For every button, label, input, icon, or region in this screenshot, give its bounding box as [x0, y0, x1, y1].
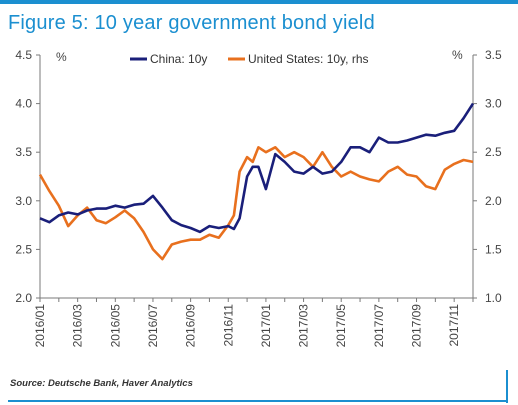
- left-tick-label: 3.5: [15, 145, 32, 159]
- x-tick-label: 2016/11: [221, 304, 235, 347]
- left-tick-label: 4.0: [15, 97, 32, 111]
- corner-rule-horizontal: [8, 400, 508, 402]
- corner-rule-vertical: [506, 370, 508, 403]
- legend-label-us: United States: 10y, rhs: [248, 52, 369, 66]
- legend: China: 10y United States: 10y, rhs: [130, 52, 369, 66]
- axes: 2.0 2.5 3.0 3.5 4.0 4.5 1.0 1.5 2.0 2.5 3.0 3.5% % 20…: [15, 48, 502, 347]
- right-tick-label: 2.0: [485, 194, 502, 208]
- x-tick-label: 2017/07: [372, 304, 386, 348]
- x-tick-label: 2016/03: [71, 304, 85, 348]
- legend-label-china: China: 10y: [150, 52, 207, 66]
- bond-yield-chart: 2.0 2.5 3.0 3.5 4.0 4.5 1.0 1.5 2.0 2.5 3.0 3.5% % 20…: [15, 48, 502, 347]
- left-axis-unit: %: [56, 50, 67, 64]
- x-tick-label: 2017/03: [297, 304, 311, 348]
- right-axis-unit: %: [452, 48, 463, 62]
- right-tick-label: 1.0: [485, 291, 502, 305]
- x-tick-label: 2016/07: [146, 304, 160, 348]
- series-layer: [38, 102, 475, 261]
- x-tick-label: 2017/05: [334, 304, 348, 348]
- title-bar: Figure 5: 10 year government bond yield: [0, 0, 518, 40]
- right-tick-label: 2.5: [485, 145, 502, 159]
- x-tick-label: 2016/09: [184, 304, 198, 348]
- right-tick-label: 1.5: [485, 242, 502, 256]
- source-note: Source: Deutsche Bank, Haver Analytics: [10, 378, 193, 389]
- x-tick-label: 2017/09: [410, 304, 424, 348]
- left-tick-label: 2.0: [15, 291, 32, 305]
- x-tick-label: 2017/11: [447, 304, 461, 347]
- us-10y-line: [38, 146, 474, 261]
- left-tick-label: 3.0: [15, 194, 32, 208]
- left-tick-label: 2.5: [15, 242, 32, 256]
- x-tick-label: 2016/05: [108, 304, 122, 348]
- left-tick-label: 4.5: [15, 48, 32, 62]
- china-10y-line: [39, 102, 475, 234]
- right-tick-label: 3.5: [485, 48, 502, 62]
- x-tick-label: 2016/01: [33, 304, 47, 348]
- figure-title: Figure 5: 10 year government bond yield: [8, 12, 375, 34]
- x-tick-label: 2017/01: [259, 304, 273, 348]
- right-tick-label: 3.0: [485, 97, 502, 111]
